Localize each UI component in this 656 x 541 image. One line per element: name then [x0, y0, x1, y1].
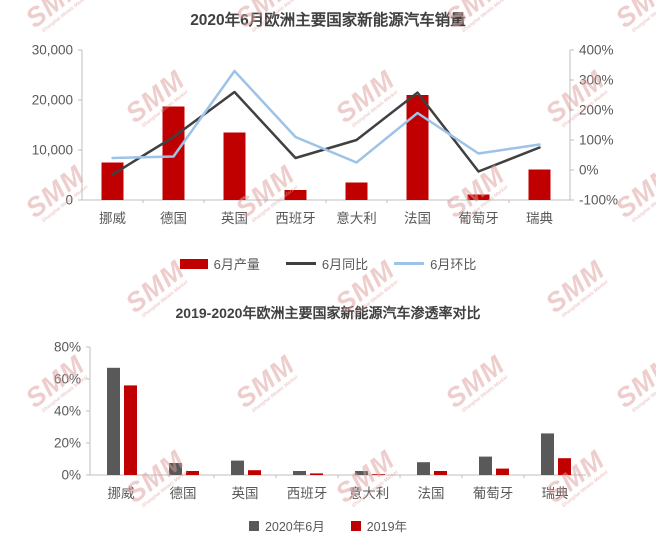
share-2020-bar-2 [231, 460, 244, 475]
right-axis-tick-label: 100% [579, 133, 614, 148]
category-label: 英国 [221, 210, 248, 226]
share-2020-bar-7 [541, 433, 554, 475]
mom-line-swatch [394, 262, 425, 265]
left-axis-tick-label: 10,000 [32, 143, 73, 158]
share-2020-bar-6 [479, 456, 492, 475]
share-2019-bar-3 [310, 473, 323, 475]
production-bar-1 [162, 106, 185, 200]
y-axis-tick-label: 40% [54, 404, 81, 419]
left-axis-tick-label: 20,000 [32, 93, 73, 108]
share-2020-bar-4 [355, 471, 368, 475]
share-2020-bar-0 [107, 367, 120, 475]
sales-chart-title: 2020年6月欧洲主要国家新能源汽车销量 [190, 12, 466, 29]
y-axis-tick-label: 20% [54, 436, 81, 451]
category-label: 法国 [404, 211, 431, 226]
production-bar-7 [528, 169, 551, 200]
production-bar-3 [284, 190, 307, 200]
production-bar-4 [345, 182, 368, 200]
category-label: 葡萄牙 [473, 486, 514, 501]
category-label: 英国 [232, 485, 259, 501]
bar-2020-swatch [248, 520, 259, 531]
category-label: 葡萄牙 [458, 211, 499, 226]
legend-item-mom: 6月环比 [394, 254, 476, 273]
category-label: 德国 [170, 486, 197, 501]
right-axis-tick-label: -100% [579, 193, 618, 208]
bar-2019-swatch [350, 520, 361, 531]
legend-label-production: 6月产量 [213, 257, 260, 272]
category-label: 西班牙 [287, 486, 328, 501]
category-label: 意大利 [336, 210, 377, 226]
production-bar-6 [467, 194, 490, 200]
legend-label-2019: 2019年 [366, 520, 408, 534]
category-label: 挪威 [99, 211, 126, 226]
mom-line [111, 69, 541, 164]
yoy-line-swatch [285, 262, 316, 265]
y-axis-tick-label: 80% [54, 340, 81, 355]
penetration-chart-title: 2019-2020年欧洲主要国家新能源汽车渗透率对比 [175, 305, 481, 321]
share-2019-bar-0 [124, 385, 137, 475]
category-label: 挪威 [108, 486, 135, 501]
share-2020-bar-5 [417, 462, 430, 475]
legend-label-mom: 6月环比 [430, 257, 477, 272]
category-label: 西班牙 [275, 211, 316, 226]
sales-chart: 0 10,000 20,000 30,000 -100% 0% 100% 200% 300% 40… [32, 43, 618, 227]
share-2019-bar-7 [558, 458, 571, 475]
share-2019-bar-5 [434, 471, 447, 475]
legend-label-2020: 2020年6月 [264, 520, 325, 534]
sales-chart-legend: 6月产量 6月同比 6月环比 [0, 254, 656, 273]
category-label: 德国 [160, 211, 187, 226]
left-axis-tick-label: 30,000 [32, 43, 73, 58]
production-bar-5 [406, 95, 429, 200]
penetration-chart-legend: 2020年6月 2019年 [0, 516, 656, 535]
category-label: 瑞典 [542, 486, 569, 501]
share-2019-bar-1 [186, 471, 199, 475]
share-2020-bar-3 [293, 471, 306, 475]
y-axis-tick-label: 0% [61, 468, 81, 483]
share-2019-bar-6 [496, 468, 509, 475]
legend-label-yoy: 6月同比 [321, 257, 369, 272]
category-label: 瑞典 [526, 211, 553, 226]
left-axis-tick-label: 0 [65, 193, 73, 208]
production-bar-swatch [179, 258, 208, 269]
y-axis-tick-label: 60% [54, 372, 81, 387]
production-bar-0 [101, 162, 124, 200]
legend-item-2019: 2019年 [350, 516, 408, 535]
legend-item-2020: 2020年6月 [248, 516, 325, 535]
share-2019-bar-4 [372, 474, 385, 475]
share-2020-bar-1 [169, 463, 182, 475]
right-axis-tick-label: 300% [579, 73, 614, 88]
category-label: 法国 [418, 486, 445, 501]
share-2019-bar-2 [248, 470, 261, 475]
right-axis-tick-label: 0% [579, 163, 599, 178]
legend-item-production: 6月产量 [179, 254, 260, 273]
legend-item-yoy: 6月同比 [285, 254, 369, 273]
penetration-chart: 0% 20% 40% 60% 80% 挪威 德国 英国 西班牙 意大利 法国 葡萄牙 瑞典 [54, 340, 586, 501]
right-axis-tick-label: 200% [579, 103, 614, 118]
category-label: 意大利 [349, 485, 390, 501]
right-axis-tick-label: 400% [579, 43, 614, 58]
production-bar-2 [223, 132, 246, 200]
